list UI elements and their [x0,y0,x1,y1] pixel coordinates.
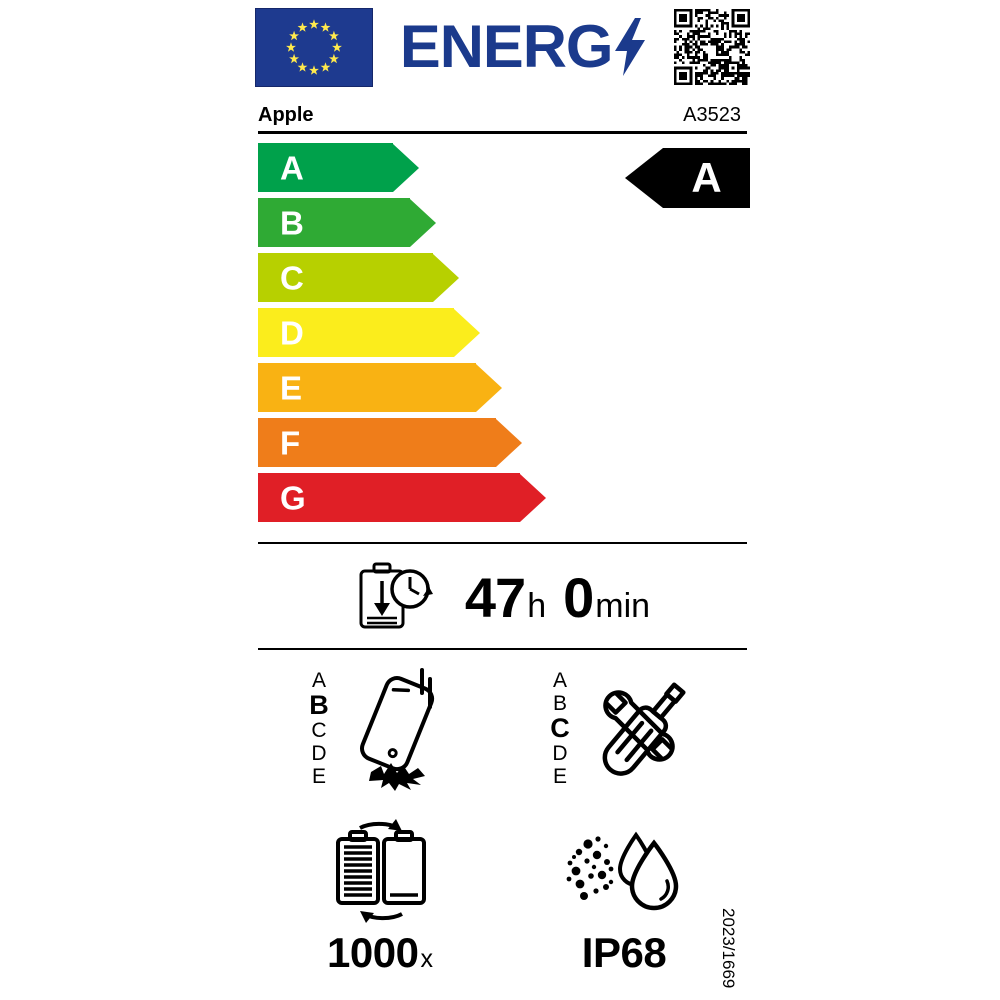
battery-clock-icon [355,561,443,636]
wrench-screwdriver-icon [580,660,698,797]
bar-arrow-tip [496,418,522,467]
bar-body: D [258,308,454,357]
ip-rating-value: IP68 [581,929,667,976]
energy-class-row: G [258,473,747,522]
energy-class-row: E [258,363,747,412]
pictogram-battery-cycles: 1000 x [258,819,502,974]
bar-body: C [258,253,433,302]
battery-cycles-count: 1000 [327,929,419,976]
energy-class-letter: E [280,369,303,406]
runtime-minutes-unit: min [595,587,651,625]
energy-class-bar-d: D [258,308,480,357]
grade-option: D [311,742,327,765]
badge-arrow-tip [625,148,663,208]
battery-runtime-text: 47 h 0 min [465,570,650,626]
grade-option: E [311,765,326,788]
eu-flag-icon [255,7,373,87]
energy-class-letter: F [280,424,301,461]
qr-code-icon[interactable] [674,9,750,85]
grade-option: C [311,719,327,742]
runtime-hours-unit: h [527,587,547,625]
label-header: ENERG [255,6,750,88]
supplier-row: Apple A3523 [258,100,747,134]
energy-class-letter: G [280,479,306,516]
regulation-text: 2023/1669 [719,908,738,989]
bar-arrow-tip [393,143,419,192]
energy-class-letter: D [280,314,304,351]
runtime-hours-value: 47 [464,566,526,629]
grade-option: B [552,692,567,715]
battery-runtime-row: 47 h 0 min [258,556,747,640]
bar-body: E [258,363,476,412]
energy-wordmark: ENERG [373,17,672,77]
divider-bottom [258,648,747,650]
energy-class-letter: B [280,204,304,241]
awarded-class-letter: A [691,154,722,201]
bar-arrow-tip [476,363,502,412]
bar-body: G [258,473,520,522]
grade-option: D [552,742,568,765]
falling-phone-icon [339,660,451,797]
grade-option: A [552,669,567,692]
badge-body: A [663,148,750,208]
lightning-bolt-icon [613,18,647,76]
energy-class-bar-c: C [258,253,459,302]
bar-arrow-tip [454,308,480,357]
divider-top [258,542,747,544]
grade-option: E [552,765,567,788]
bar-body: B [258,198,410,247]
energy-class-row: F [258,418,747,467]
energy-class-row: C [258,253,747,302]
awarded-class-badge: A [625,148,750,208]
battery-cycles-unit: x [420,945,433,973]
bar-body: F [258,418,496,467]
energy-class-bar-g: G [258,473,546,522]
regulation-reference: 2023/1669 [716,908,742,1000]
bar-body: A [258,143,393,192]
supplier-name: Apple [258,104,314,126]
energy-class-row: D [258,308,747,357]
energy-class-letter: A [280,149,304,186]
dust-water-icon [554,819,694,928]
energy-class-bar-f: F [258,418,522,467]
energy-class-row: B [258,198,747,247]
energy-wordmark-text: ENERG [400,13,614,80]
energy-class-bar-b: B [258,198,436,247]
grade-active: B [309,690,329,720]
bar-arrow-tip [520,473,546,522]
pictogram-row-2: 1000 x [258,819,747,974]
energy-class-bar-e: E [258,363,502,412]
pictogram-ingress-protection: IP68 [502,819,746,974]
battery-cycles-icon [316,819,444,928]
energy-class-row: A [258,143,747,192]
bar-arrow-tip [410,198,436,247]
energy-class-letter: C [280,259,304,296]
energy-class-bar-a: A [258,143,419,192]
grade-option: A [311,669,326,692]
model-identifier: A3523 [683,104,741,126]
grade-active: C [550,713,570,743]
bar-arrow-tip [433,253,459,302]
runtime-minutes-value: 0 [563,566,594,629]
